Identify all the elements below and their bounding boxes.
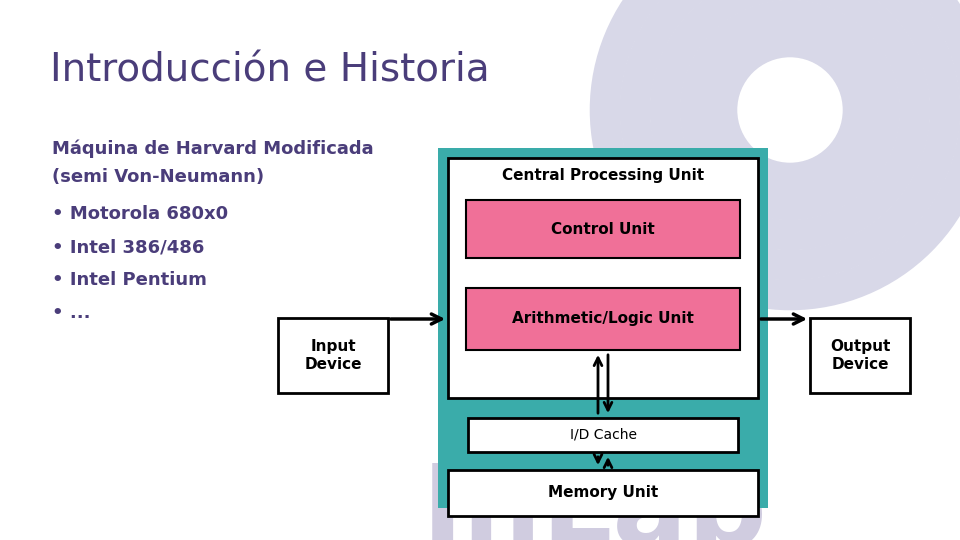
Text: Memory Unit: Memory Unit <box>548 485 659 501</box>
Text: Máquina de Harvard Modificada: Máquina de Harvard Modificada <box>52 140 373 159</box>
Bar <box>466 288 740 350</box>
Text: Input
Device: Input Device <box>304 339 362 372</box>
Bar <box>810 318 910 393</box>
Text: Output
Device: Output Device <box>829 339 890 372</box>
Text: InLab: InLab <box>422 460 768 540</box>
Text: I/D Cache: I/D Cache <box>569 428 636 442</box>
Bar <box>278 318 388 393</box>
Bar <box>468 418 738 452</box>
Bar <box>448 470 758 516</box>
Text: Central Processing Unit: Central Processing Unit <box>502 168 704 183</box>
Text: • Intel Pentium: • Intel Pentium <box>52 271 206 289</box>
Text: Arithmetic/Logic Unit: Arithmetic/Logic Unit <box>512 312 694 327</box>
Text: • Intel 386/486: • Intel 386/486 <box>52 238 204 256</box>
Text: • Motorola 680x0: • Motorola 680x0 <box>52 205 228 223</box>
Bar <box>466 200 740 258</box>
Text: Introducción e Historia: Introducción e Historia <box>50 52 490 90</box>
Text: Control Unit: Control Unit <box>551 221 655 237</box>
Bar <box>448 158 758 398</box>
Bar <box>438 148 768 508</box>
Text: • ...: • ... <box>52 304 90 322</box>
Text: (semi Von-Neumann): (semi Von-Neumann) <box>52 168 264 186</box>
